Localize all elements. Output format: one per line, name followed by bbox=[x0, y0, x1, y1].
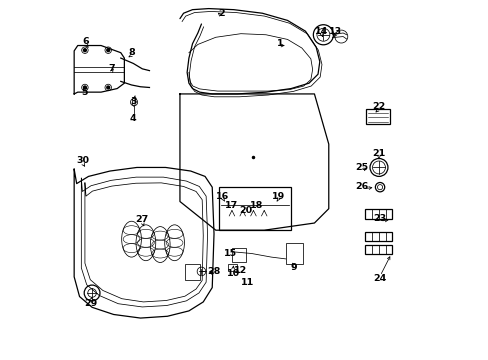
Text: 1: 1 bbox=[277, 39, 283, 48]
Text: 14: 14 bbox=[314, 27, 327, 36]
Text: 29: 29 bbox=[84, 299, 98, 308]
Bar bbox=[231, 248, 246, 262]
Bar bbox=[366, 109, 389, 125]
Text: 11: 11 bbox=[240, 278, 253, 287]
Text: 9: 9 bbox=[290, 264, 297, 273]
Circle shape bbox=[106, 86, 109, 89]
Text: 24: 24 bbox=[373, 274, 386, 283]
Text: 6: 6 bbox=[82, 37, 89, 46]
Bar bbox=[364, 244, 391, 253]
Text: 4: 4 bbox=[130, 114, 136, 123]
Bar bbox=[364, 210, 391, 220]
Bar bbox=[219, 187, 290, 230]
Text: 26: 26 bbox=[355, 182, 368, 191]
Bar bbox=[185, 264, 199, 280]
Text: 8: 8 bbox=[128, 48, 135, 57]
Text: 25: 25 bbox=[355, 163, 368, 172]
Text: 30: 30 bbox=[76, 156, 89, 165]
Circle shape bbox=[83, 86, 86, 89]
Text: 19: 19 bbox=[271, 192, 285, 201]
Circle shape bbox=[106, 49, 109, 51]
Text: 12: 12 bbox=[233, 266, 246, 275]
Text: 27: 27 bbox=[135, 215, 149, 224]
Bar bbox=[285, 243, 303, 264]
Text: 20: 20 bbox=[239, 206, 252, 215]
Text: 28: 28 bbox=[207, 267, 220, 276]
Text: 3: 3 bbox=[130, 96, 136, 105]
Text: 22: 22 bbox=[371, 102, 385, 111]
Text: 17: 17 bbox=[225, 201, 238, 210]
Text: 7: 7 bbox=[108, 64, 115, 73]
Bar bbox=[228, 264, 237, 271]
Bar bbox=[364, 232, 391, 241]
Text: 16: 16 bbox=[216, 192, 229, 201]
Text: 18: 18 bbox=[250, 201, 263, 210]
Text: 10: 10 bbox=[226, 269, 239, 278]
Text: 23: 23 bbox=[373, 214, 386, 223]
Text: 13: 13 bbox=[329, 27, 342, 36]
Text: 15: 15 bbox=[224, 249, 237, 258]
Text: 21: 21 bbox=[371, 149, 385, 158]
Circle shape bbox=[83, 49, 86, 51]
Text: 2: 2 bbox=[218, 9, 224, 18]
Text: 5: 5 bbox=[81, 87, 88, 96]
